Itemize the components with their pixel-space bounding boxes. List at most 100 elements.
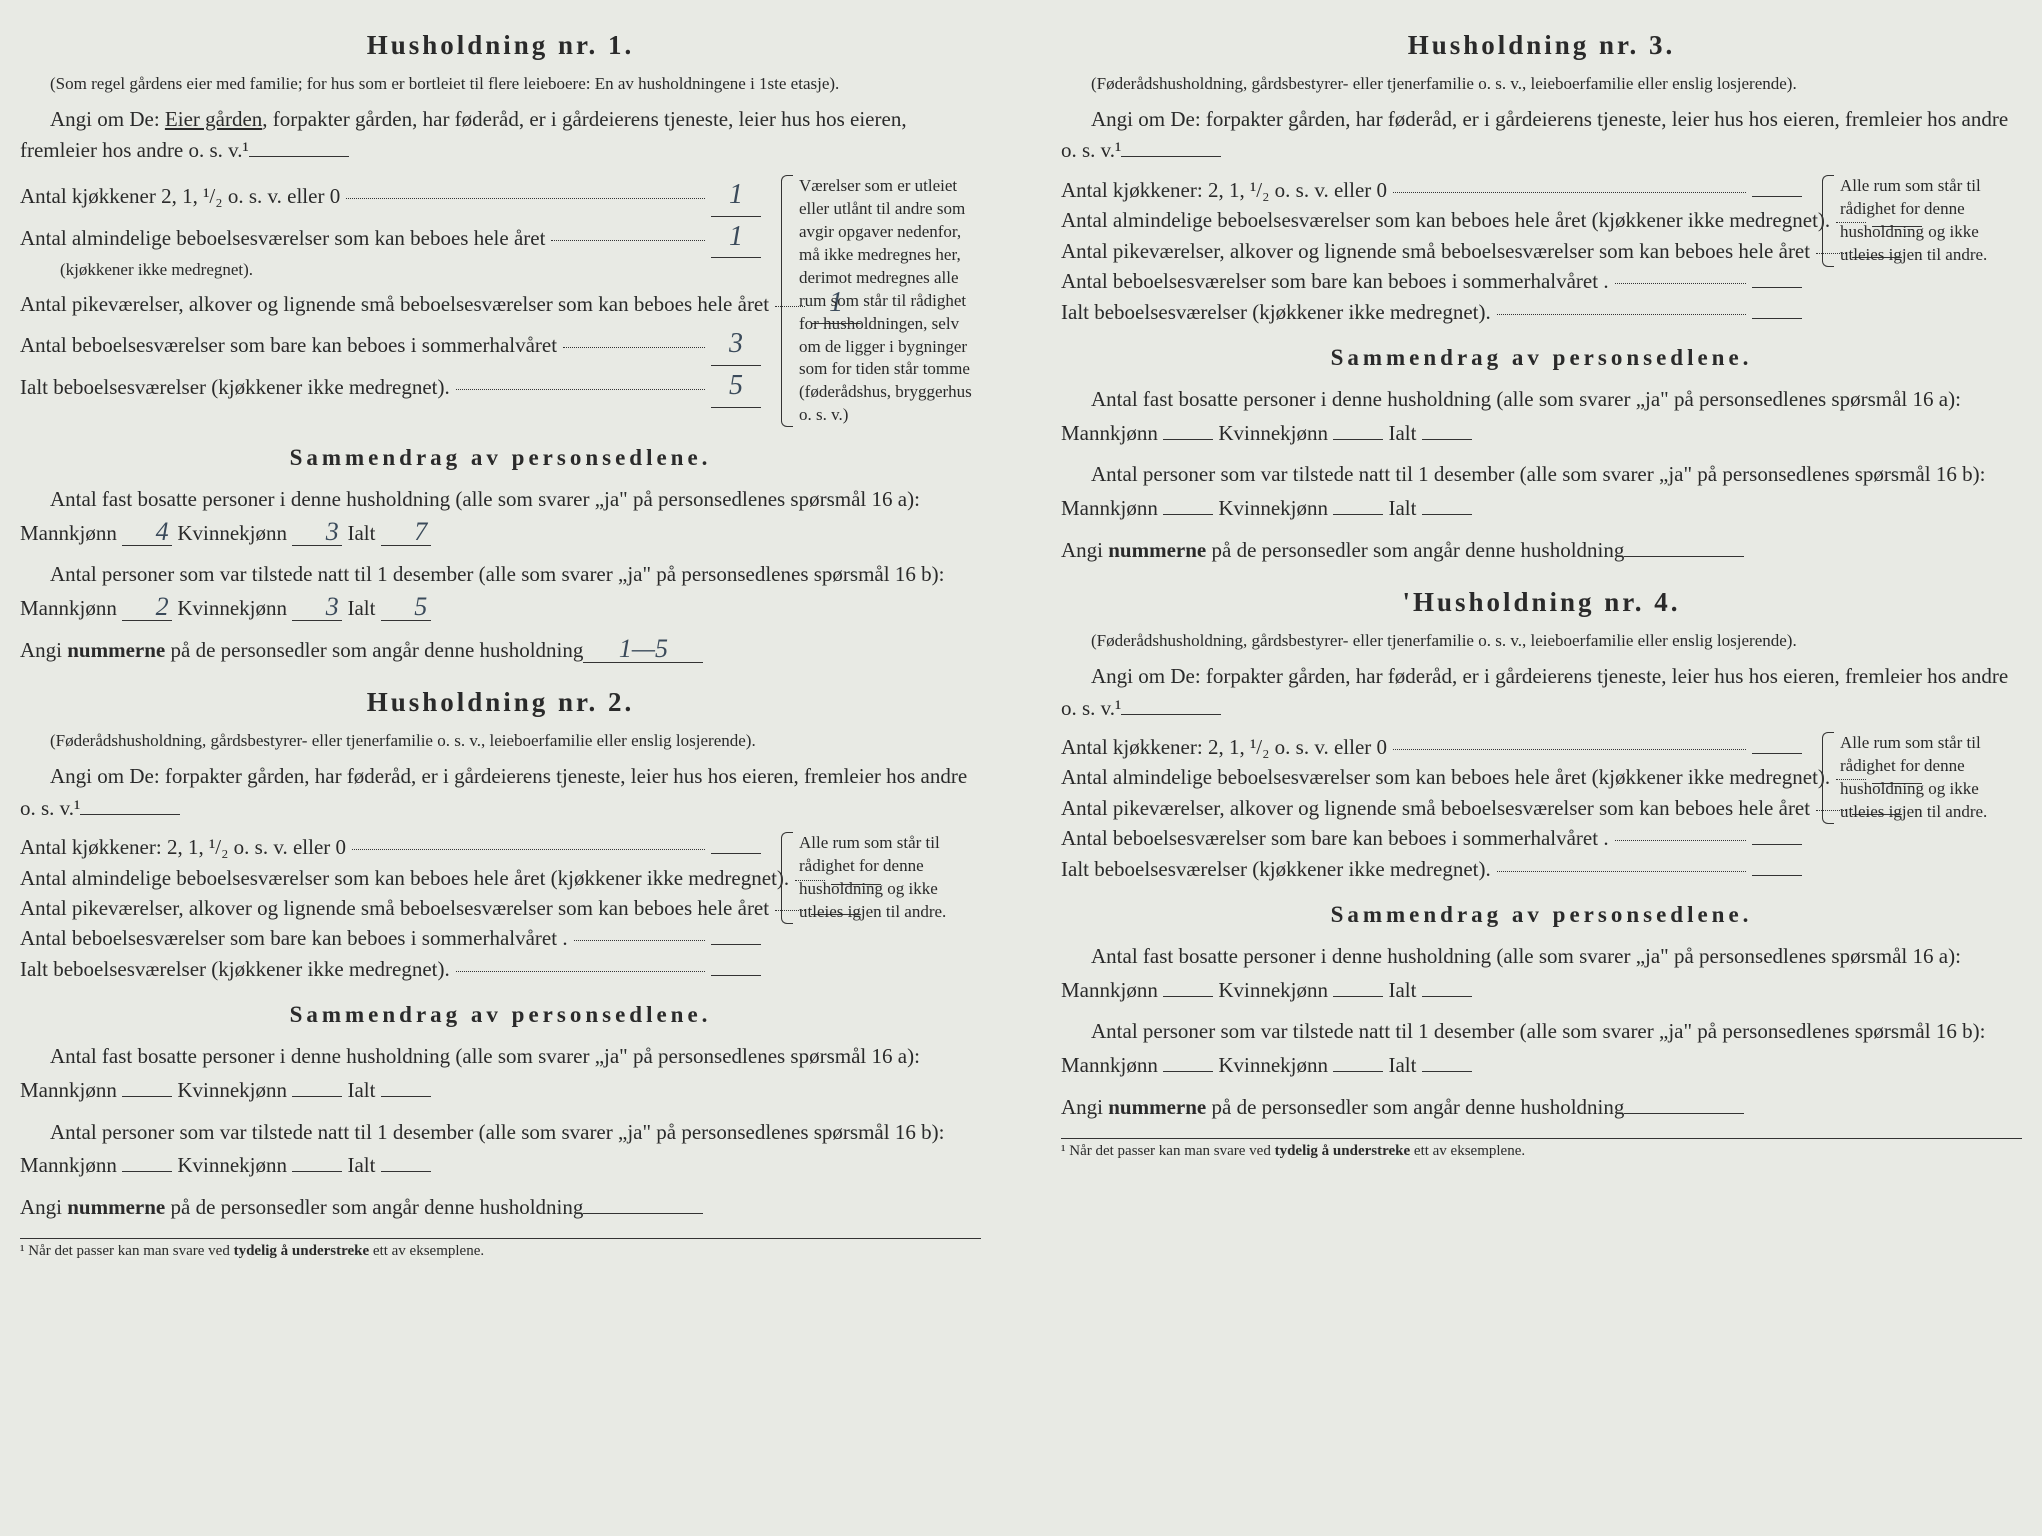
mannkjonn-value xyxy=(1163,439,1213,440)
content-block: Antal kjøkkener: 2, 1, ¹/₂ o. s. v. elle… xyxy=(1061,175,2022,327)
row-label: Ialt beboelsesværelser (kjøkkener ikke m… xyxy=(20,372,450,402)
data-row: Ialt beboelsesværelser (kjøkkener ikke m… xyxy=(1061,854,1802,884)
kvinnekjonn-value: 3 xyxy=(292,519,342,546)
mannkjonn-value: 2 xyxy=(122,594,172,621)
summary-title: Sammendrag av personsedlene. xyxy=(20,1002,981,1028)
household-title: Husholdning nr. 1. xyxy=(20,30,981,61)
angi-text: Angi om De: Eier gården, forpakter gårde… xyxy=(20,104,981,167)
ialt-value: 5 xyxy=(381,594,431,621)
household-section-2: Husholdning nr. 2. (Føderådshusholdning,… xyxy=(20,687,981,1260)
content-block: Antal kjøkkener: 2, 1, ¹/₂ o. s. v. elle… xyxy=(20,832,981,984)
mannkjonn-value xyxy=(1163,514,1213,515)
summary-line-a: Antal fast bosatte personer i denne hush… xyxy=(1061,383,2022,450)
row-value xyxy=(711,853,761,854)
household-section-4: 'Husholdning nr. 4. (Føderådshusholdning… xyxy=(1061,587,2022,1160)
dots-leader xyxy=(551,240,705,241)
household-section-1: Husholdning nr. 1. (Som regel gårdens ei… xyxy=(20,30,981,667)
kvinnekjonn-value: 3 xyxy=(292,594,342,621)
side-note: Værelser som er utleiet eller utlånt til… xyxy=(781,175,981,427)
rows-block: Antal kjøkkener: 2, 1, ¹/₂ o. s. v. elle… xyxy=(20,832,761,984)
row-value xyxy=(711,975,761,976)
summary-line-b: Antal personer som var tilstede natt til… xyxy=(1061,1015,2022,1082)
brace-icon xyxy=(1822,175,1834,267)
mannkjonn-value xyxy=(122,1096,172,1097)
data-row: Antal almindelige beboelsesværelser som … xyxy=(20,217,761,259)
ialt-value xyxy=(1422,439,1472,440)
dots-leader xyxy=(346,198,705,199)
row-subnote: (kjøkkener ikke medregnet). xyxy=(60,258,253,283)
summary-title: Sammendrag av personsedlene. xyxy=(20,445,981,471)
data-row: Ialt beboelsesværelser (kjøkkener ikke m… xyxy=(20,366,761,408)
row-value: 1 xyxy=(711,217,761,259)
ialt-value xyxy=(1422,514,1472,515)
row-label: Antal beboelsesværelser som bare kan beb… xyxy=(20,330,557,360)
right-column: Husholdning nr. 3. (Føderådshusholdning,… xyxy=(1061,30,2022,1506)
rows-block: Antal kjøkkener: 2, 1, ¹/₂ o. s. v. elle… xyxy=(1061,175,1802,327)
data-row: Antal beboelsesværelser som bare kan beb… xyxy=(20,923,761,953)
dots-leader xyxy=(1615,283,1746,284)
dots-leader xyxy=(1615,840,1746,841)
row-value xyxy=(1752,844,1802,845)
row-label: Antal pikeværelser, alkover og lignende … xyxy=(1061,793,1810,823)
kvinnekjonn-value xyxy=(1333,439,1383,440)
summary-line-a: Antal fast bosatte personer i denne hush… xyxy=(1061,940,2022,1007)
row-label: Antal kjøkkener: 2, 1, ¹/₂ o. s. v. elle… xyxy=(1061,732,1387,762)
data-row: Antal almindelige beboelsesværelser som … xyxy=(1061,762,1802,792)
angi-nummerne: Angi nummerne på de personsedler som ang… xyxy=(20,1191,981,1225)
data-row: Antal kjøkkener: 2, 1, ¹/₂ o. s. v. elle… xyxy=(1061,175,1802,205)
summary-line-b: Antal personer som var tilstede natt til… xyxy=(20,558,981,625)
row-value: 5 xyxy=(711,366,761,408)
ialt-value xyxy=(1422,996,1472,997)
data-row: Antal pikeværelser, alkover og lignende … xyxy=(1061,236,1802,266)
dots-leader xyxy=(352,849,705,850)
angi-text: Angi om De: forpakter gården, har føderå… xyxy=(20,761,981,824)
row-value xyxy=(1752,287,1802,288)
angi-text: Angi om De: forpakter gården, har føderå… xyxy=(1061,104,2022,167)
angi-text: Angi om De: forpakter gården, har føderå… xyxy=(1061,661,2022,724)
household-subtitle: (Føderådshusholdning, gårdsbestyrer- ell… xyxy=(20,730,981,753)
row-value xyxy=(1752,196,1802,197)
row-label: Antal almindelige beboelsesværelser som … xyxy=(20,863,789,893)
data-row: Antal pikeværelser, alkover og lignende … xyxy=(20,893,761,923)
household-subtitle: (Føderådshusholdning, gårdsbestyrer- ell… xyxy=(1061,73,2022,96)
mannkjonn-value: 4 xyxy=(122,519,172,546)
data-row: Antal almindelige beboelsesværelser som … xyxy=(1061,205,1802,235)
mannkjonn-value xyxy=(1163,996,1213,997)
summary-line-a: Antal fast bosatte personer i denne hush… xyxy=(20,483,981,550)
brace-icon xyxy=(1822,732,1834,824)
data-row: Antal kjøkkener: 2, 1, ¹/₂ o. s. v. elle… xyxy=(1061,732,1802,762)
data-row: Antal pikeværelser, alkover og lignende … xyxy=(1061,793,1802,823)
row-label: Antal almindelige beboelsesværelser som … xyxy=(20,223,545,253)
kvinnekjonn-value xyxy=(1333,514,1383,515)
content-block: Antal kjøkkener: 2, 1, ¹/₂ o. s. v. elle… xyxy=(1061,732,2022,884)
angi-nummerne: Angi nummerne på de personsedler som ang… xyxy=(20,634,981,668)
content-block: Antal kjøkkener 2, 1, ¹/₂ o. s. v. eller… xyxy=(20,175,981,427)
row-label: Antal beboelsesværelser som bare kan beb… xyxy=(20,923,568,953)
angi-nummerne: Angi nummerne på de personsedler som ang… xyxy=(1061,1091,2022,1125)
nummerne-value xyxy=(1624,1113,1744,1114)
row-value xyxy=(1752,318,1802,319)
row-value xyxy=(1752,753,1802,754)
data-row: Antal kjøkkener: 2, 1, ¹/₂ o. s. v. elle… xyxy=(20,832,761,862)
ialt-value: 7 xyxy=(381,519,431,546)
row-label: Antal pikeværelser, alkover og lignende … xyxy=(20,893,769,923)
row-value: 1 xyxy=(711,175,761,217)
footnote: ¹ Når det passer kan man svare ved tydel… xyxy=(20,1238,981,1260)
summary-line-a: Antal fast bosatte personer i denne hush… xyxy=(20,1040,981,1107)
data-row: Ialt beboelsesværelser (kjøkkener ikke m… xyxy=(1061,297,1802,327)
row-label: Antal kjøkkener: 2, 1, ¹/₂ o. s. v. elle… xyxy=(20,832,346,862)
dots-leader xyxy=(1393,192,1746,193)
ialt-value xyxy=(381,1171,431,1172)
dots-leader xyxy=(1497,871,1746,872)
kvinnekjonn-value xyxy=(1333,996,1383,997)
rows-block: Antal kjøkkener: 2, 1, ¹/₂ o. s. v. elle… xyxy=(1061,732,1802,884)
row-label: Antal almindelige beboelsesværelser som … xyxy=(1061,205,1830,235)
household-title: 'Husholdning nr. 4. xyxy=(1061,587,2022,618)
mannkjonn-value xyxy=(1163,1071,1213,1072)
row-label: Antal pikeværelser, alkover og lignende … xyxy=(1061,236,1810,266)
footnote: ¹ Når det passer kan man svare ved tydel… xyxy=(1061,1138,2022,1160)
angi-nummerne: Angi nummerne på de personsedler som ang… xyxy=(1061,534,2022,568)
side-note: Alle rum som står til rådighet for denne… xyxy=(781,832,981,924)
data-row: Antal almindelige beboelsesværelser som … xyxy=(20,863,761,893)
nummerne-value xyxy=(583,1213,703,1214)
